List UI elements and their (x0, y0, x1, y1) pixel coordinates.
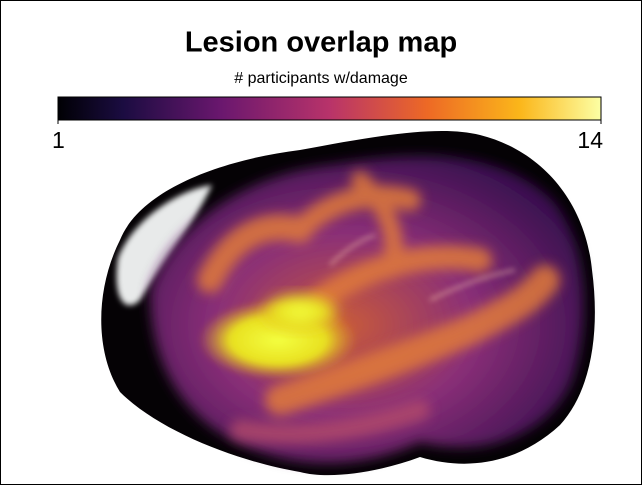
title: Lesion overlap map (185, 27, 457, 59)
colorbar-label: # participants w/damage (234, 70, 408, 87)
colorbar-tick-label: 14 (577, 127, 603, 153)
figure: Lesion overlap map # participants w/dama… (0, 0, 642, 485)
colorbar-tick-label: 1 (52, 127, 65, 153)
colorbar (58, 97, 601, 120)
